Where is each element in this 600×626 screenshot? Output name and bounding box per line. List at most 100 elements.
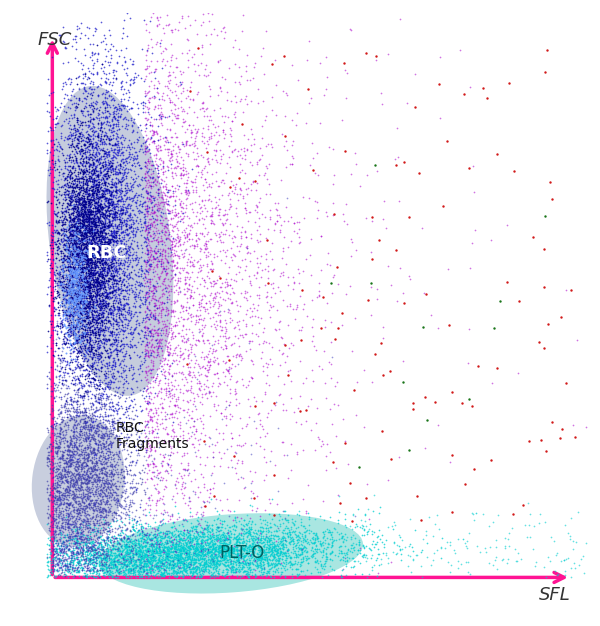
Point (74, 279, 83, 289)
Point (86, 245, 95, 255)
Point (73, 315, 82, 325)
Point (115, 163, 125, 173)
Point (154, 273, 164, 283)
Point (172, 552, 181, 562)
Point (78, 297, 88, 307)
Point (69, 250, 79, 260)
Point (94, 308, 104, 318)
Point (112, 304, 122, 314)
Point (46, 511, 55, 521)
Point (92, 565, 102, 575)
Point (59, 478, 69, 488)
Point (83, 470, 92, 480)
Point (98, 255, 107, 265)
Point (279, 533, 289, 543)
Point (83, 63, 93, 73)
Point (86, 279, 95, 289)
Point (141, 180, 151, 190)
Point (224, 539, 234, 549)
Point (365, 543, 374, 553)
Point (107, 339, 116, 349)
Point (100, 336, 109, 346)
Point (236, 547, 245, 557)
Point (67, 459, 76, 469)
Point (76, 246, 86, 256)
Point (232, 549, 242, 559)
Point (193, 543, 202, 553)
Point (136, 269, 146, 279)
Point (239, 543, 248, 553)
Point (107, 279, 117, 289)
Point (111, 446, 121, 456)
Point (136, 540, 146, 550)
Point (174, 193, 184, 203)
Point (240, 288, 250, 298)
Point (125, 500, 134, 510)
Point (196, 266, 205, 276)
Point (78, 216, 88, 226)
Point (77, 496, 87, 506)
Point (171, 546, 181, 557)
Point (46, 446, 56, 456)
Point (274, 317, 284, 327)
Point (272, 545, 282, 555)
Point (93, 236, 103, 246)
Point (198, 506, 208, 516)
Point (281, 548, 291, 558)
Point (227, 315, 236, 325)
Point (165, 543, 175, 553)
Point (105, 164, 115, 174)
Point (109, 507, 119, 517)
Point (151, 187, 161, 197)
Point (86, 205, 95, 215)
Point (53, 479, 62, 489)
Point (268, 543, 277, 553)
Point (185, 292, 195, 302)
Point (175, 283, 184, 293)
Point (238, 543, 247, 553)
Point (130, 340, 139, 350)
Point (76, 220, 85, 230)
Point (179, 561, 189, 571)
Point (104, 284, 114, 294)
Point (108, 540, 118, 550)
Point (346, 534, 356, 544)
Point (45, 263, 55, 273)
Point (109, 285, 119, 295)
Point (90, 520, 100, 530)
Point (78, 180, 88, 190)
Point (64, 248, 74, 258)
Point (74, 548, 83, 558)
Point (161, 414, 170, 424)
Point (166, 450, 175, 460)
Point (61, 305, 71, 316)
Point (109, 179, 119, 189)
Point (127, 456, 137, 466)
Point (159, 264, 169, 274)
Point (77, 290, 86, 300)
Point (62, 508, 71, 518)
Point (75, 264, 85, 274)
Point (91, 262, 100, 272)
Point (275, 389, 285, 399)
Point (89, 168, 99, 178)
Point (149, 536, 159, 546)
Point (63, 270, 73, 280)
Point (52, 184, 61, 194)
Point (185, 221, 195, 231)
Point (53, 479, 63, 489)
Point (101, 312, 111, 322)
Point (148, 208, 158, 218)
Point (110, 361, 120, 371)
Point (88, 565, 98, 575)
Point (109, 64, 118, 74)
Point (146, 548, 155, 558)
Point (71, 218, 80, 228)
Point (49, 495, 59, 505)
Point (94, 205, 103, 215)
Point (142, 558, 152, 568)
Point (80, 252, 89, 262)
Point (269, 552, 278, 562)
Point (91, 357, 101, 367)
Point (102, 495, 112, 505)
